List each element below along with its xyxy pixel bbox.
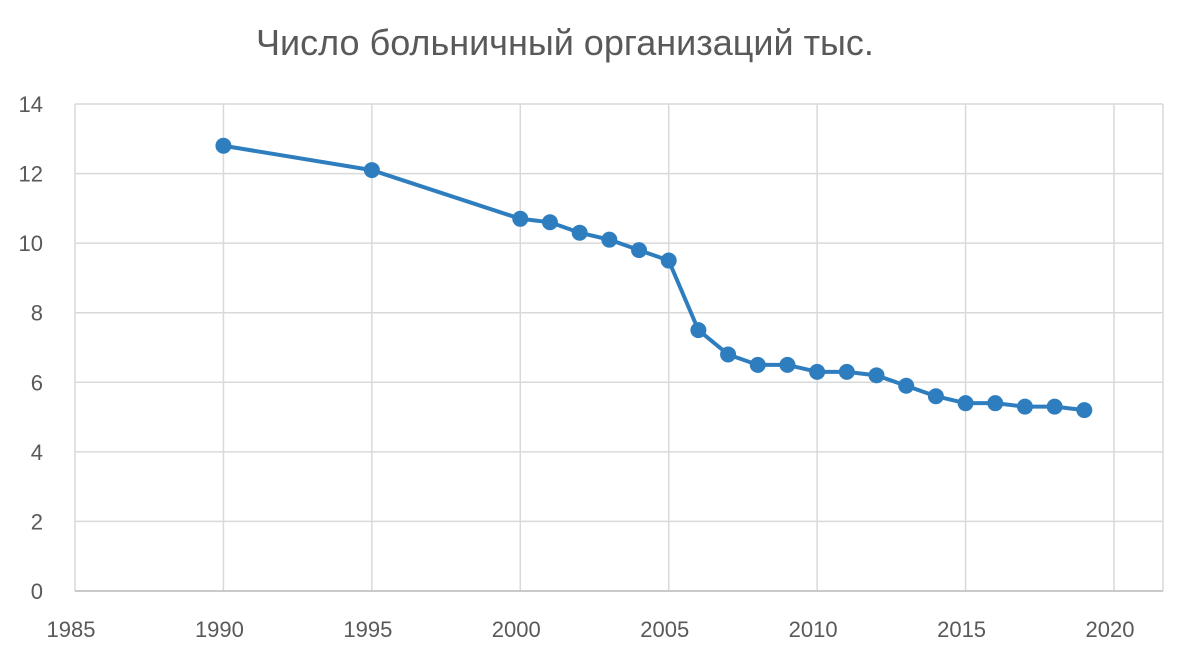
data-point: [1046, 398, 1063, 415]
series-line: [223, 143, 1085, 413]
data-point: [541, 214, 558, 231]
x-tick-label: 1995: [343, 617, 392, 642]
data-point: [601, 231, 618, 248]
x-tick-label: 2015: [937, 617, 986, 642]
data-point: [898, 377, 915, 394]
x-tick-label: 2005: [640, 617, 689, 642]
data-point: [571, 224, 588, 241]
x-tick-label: 1990: [195, 617, 244, 642]
data-point: [779, 356, 796, 373]
y-tick-label: 10: [19, 231, 43, 256]
data-point: [690, 322, 707, 339]
x-tick-label: 1985: [47, 617, 96, 642]
y-tick-label: 14: [19, 92, 43, 117]
x-tick-label: 2020: [1086, 617, 1135, 642]
data-point: [809, 363, 826, 380]
y-tick-label: 8: [31, 301, 43, 326]
y-tick-label: 6: [31, 370, 43, 395]
data-point: [838, 363, 855, 380]
y-tick-label: 12: [19, 162, 43, 187]
data-point: [927, 388, 944, 405]
data-point: [1076, 402, 1093, 419]
y-tick-label: 2: [31, 509, 43, 534]
data-point: [868, 367, 885, 384]
data-point: [660, 252, 677, 269]
data-point: [363, 162, 380, 179]
data-point: [215, 137, 232, 154]
data-point: [720, 346, 737, 363]
data-point: [512, 210, 529, 227]
y-tick-label: 4: [31, 440, 43, 465]
data-point: [1016, 398, 1033, 415]
chart-title: Число больничный организаций тыс.: [256, 22, 874, 63]
data-point: [987, 395, 1004, 412]
y-tick-label: 0: [31, 579, 43, 604]
x-tick-label: 2010: [789, 617, 838, 642]
data-point: [631, 242, 648, 259]
data-point: [957, 395, 974, 412]
x-tick-label: 2000: [492, 617, 541, 642]
data-point: [749, 356, 766, 373]
